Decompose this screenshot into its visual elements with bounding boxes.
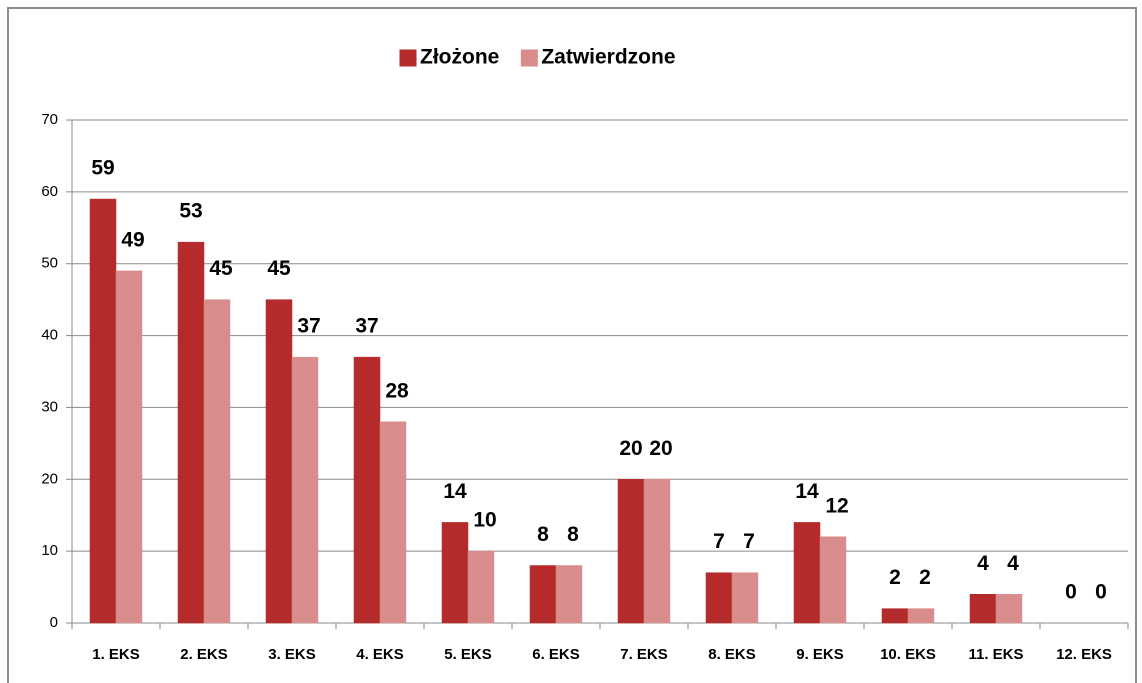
data-label: 37 [297,315,320,338]
data-label: 0 [1065,581,1077,604]
data-label: 8 [537,523,549,546]
bar [705,572,733,624]
data-label: 4 [1007,552,1019,575]
bar [115,270,143,624]
bar [203,299,231,624]
y-tick-label: 40 [41,327,58,344]
bar [265,299,293,624]
data-label: 7 [743,530,755,553]
x-tick-label: 6. EKS [532,646,580,663]
bar [731,572,759,624]
bar [995,594,1023,624]
y-tick-label: 30 [41,398,58,415]
data-label: 45 [267,257,291,280]
bar [89,198,117,624]
data-label: 2 [889,566,901,589]
y-tick-label: 50 [41,255,58,272]
x-tick-label: 10. EKS [880,646,936,663]
x-tick-label: 5. EKS [444,646,492,663]
legend-label: Zatwierdzone [541,46,675,69]
y-tick-label: 60 [41,183,58,200]
x-tick-label: 12. EKS [1056,646,1112,663]
data-label: 45 [209,257,233,280]
bar [291,356,319,624]
x-tick-label: 11. EKS [968,646,1023,663]
data-label: 53 [179,200,202,223]
data-label: 4 [977,552,989,575]
legend-swatch [520,49,538,67]
y-tick-label: 70 [41,111,58,128]
data-label: 2 [919,566,931,589]
bar [881,608,909,624]
y-tick-label: 10 [41,542,58,559]
data-label: 7 [713,530,725,553]
data-label: 49 [121,228,144,251]
data-label: 14 [443,480,467,503]
data-label: 59 [91,157,114,180]
data-label: 14 [795,480,819,503]
bar [353,356,381,624]
bar [643,479,671,624]
data-label: 12 [825,494,848,517]
x-tick-label: 8. EKS [708,646,756,663]
legend-label: Złożone [420,46,499,69]
bar [467,550,495,624]
data-label: 20 [619,437,642,460]
x-tick-label: 1. EKS [92,646,140,663]
data-label: 0 [1095,581,1107,604]
x-tick-label: 9. EKS [796,646,844,663]
data-label: 10 [473,509,496,532]
legend-swatch [399,49,417,67]
y-tick-label: 20 [41,470,58,487]
x-tick-label: 3. EKS [268,646,316,663]
bar [529,565,557,624]
bar [793,522,821,624]
data-label: 20 [649,437,672,460]
x-tick-label: 7. EKS [620,646,668,663]
bar [379,421,407,624]
x-tick-label: 4. EKS [356,646,404,663]
y-tick-label: 0 [50,614,58,631]
bar [907,608,935,624]
bar [555,565,583,624]
x-tick-label: 2. EKS [180,646,228,663]
bar [819,536,847,624]
bar [617,479,645,624]
data-label: 28 [385,379,409,402]
data-label: 8 [567,523,579,546]
bar [969,594,997,624]
bar [441,522,469,624]
data-label: 37 [355,315,378,338]
bar [177,241,205,624]
